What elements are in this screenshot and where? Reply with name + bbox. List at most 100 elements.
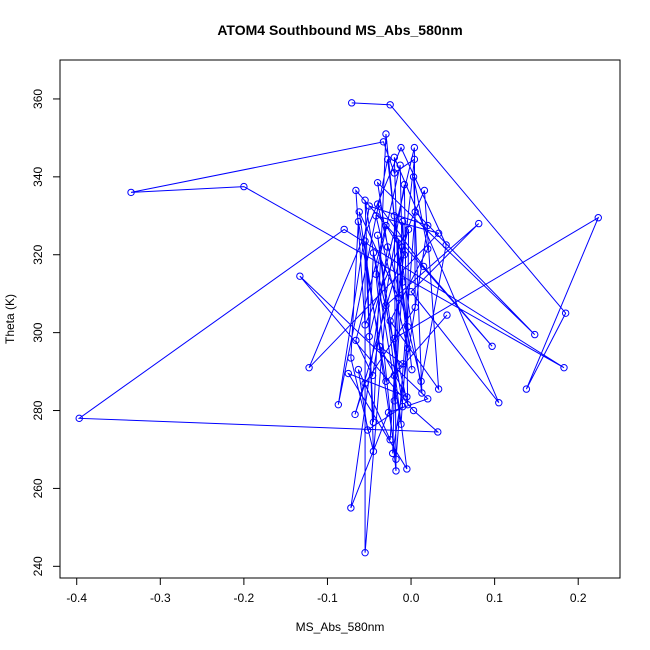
x-tick-label: 0.0 — [403, 591, 420, 605]
data-point — [369, 447, 378, 456]
y-tick-label: 260 — [31, 478, 45, 498]
data-point — [390, 212, 399, 220]
data-point — [354, 217, 363, 226]
x-tick-label: -0.2 — [234, 591, 255, 605]
data-point — [386, 101, 394, 109]
data-point — [373, 231, 382, 239]
data-point — [409, 173, 418, 181]
data-point — [424, 245, 432, 253]
data-point — [400, 180, 409, 189]
data-point — [404, 225, 413, 234]
data-point — [386, 317, 394, 325]
data-point — [305, 363, 313, 372]
data-point — [383, 155, 392, 164]
data-point — [379, 138, 388, 146]
plot-frame — [59, 59, 621, 579]
x-tick-label: -0.3 — [150, 591, 171, 605]
data-point — [434, 229, 443, 238]
data-point — [404, 344, 412, 352]
data-point — [348, 99, 356, 107]
data-point — [363, 426, 372, 434]
data-point — [403, 465, 411, 473]
data-point — [354, 365, 363, 374]
data-point — [522, 385, 531, 393]
data-point — [390, 153, 399, 162]
data-point — [369, 418, 378, 426]
data-point — [488, 342, 496, 350]
x-tick-label: 0.1 — [486, 591, 503, 605]
data-point — [352, 186, 360, 195]
data-point — [347, 354, 355, 362]
data-point — [404, 323, 412, 331]
data-point — [397, 420, 405, 428]
x-axis: -0.4 -0.3 -0.2 -0.1 0.0 0.1 0.2 — [66, 577, 587, 605]
data-point — [347, 504, 355, 512]
data-point — [442, 241, 450, 249]
data-point — [382, 221, 390, 230]
data-point — [407, 288, 415, 296]
data-point — [561, 309, 570, 317]
data-point — [368, 371, 377, 380]
data-point — [373, 200, 382, 208]
data-point — [390, 397, 399, 405]
y-tick-label: 340 — [31, 167, 45, 187]
data-point — [355, 208, 363, 216]
data-point — [386, 436, 394, 444]
data-point — [394, 293, 403, 302]
data-point — [240, 182, 248, 191]
y-axis: 240 260 280 300 320 340 360 — [31, 89, 61, 576]
data-point — [373, 178, 382, 187]
y-tick-label: 360 — [31, 89, 45, 109]
data-point — [424, 395, 432, 403]
data-point — [560, 363, 568, 372]
data-point — [382, 130, 390, 138]
data-point — [531, 330, 539, 339]
data-point — [410, 143, 419, 152]
data-point — [392, 455, 400, 463]
data-point — [361, 196, 369, 204]
data-point — [419, 262, 428, 271]
data-point — [340, 225, 348, 234]
data-point — [411, 208, 419, 216]
data-point — [361, 321, 369, 329]
x-tick-label: -0.1 — [317, 591, 338, 605]
y-tick-label: 320 — [31, 244, 45, 264]
data-point — [398, 360, 407, 368]
data-point — [443, 311, 451, 319]
data-point — [398, 217, 407, 226]
data-point — [400, 251, 409, 259]
data-point — [365, 202, 373, 210]
data-point — [382, 301, 390, 310]
data-point — [384, 408, 393, 417]
x-tick-label: -0.4 — [66, 591, 87, 605]
x-tick-label: 0.2 — [570, 591, 587, 605]
data-point — [475, 219, 483, 228]
data-point — [372, 270, 380, 278]
data-point — [344, 369, 353, 378]
data-point — [352, 336, 360, 345]
series-layer — [75, 99, 602, 557]
data-point — [434, 428, 442, 436]
data-point — [394, 235, 403, 243]
data-point — [397, 143, 405, 152]
data-point — [420, 186, 429, 195]
chart-title: ATOM4 Southbound MS_Abs_580nm — [217, 22, 462, 38]
y-tick-label: 280 — [31, 400, 45, 420]
data-point — [361, 379, 369, 387]
data-point — [424, 221, 432, 230]
y-axis-label: Theta (K) — [3, 294, 17, 344]
data-point — [396, 161, 404, 169]
data-point — [434, 385, 443, 393]
data-point — [127, 188, 135, 197]
data-point — [411, 303, 419, 312]
data-point — [388, 449, 397, 458]
x-axis-label: MS_Abs_580nm — [296, 620, 385, 634]
data-point — [398, 278, 407, 286]
data-point — [365, 332, 373, 341]
series-line — [77, 102, 600, 553]
data-point — [296, 272, 304, 280]
data-point — [334, 400, 343, 409]
data-point — [361, 237, 369, 245]
data-point — [390, 334, 399, 343]
